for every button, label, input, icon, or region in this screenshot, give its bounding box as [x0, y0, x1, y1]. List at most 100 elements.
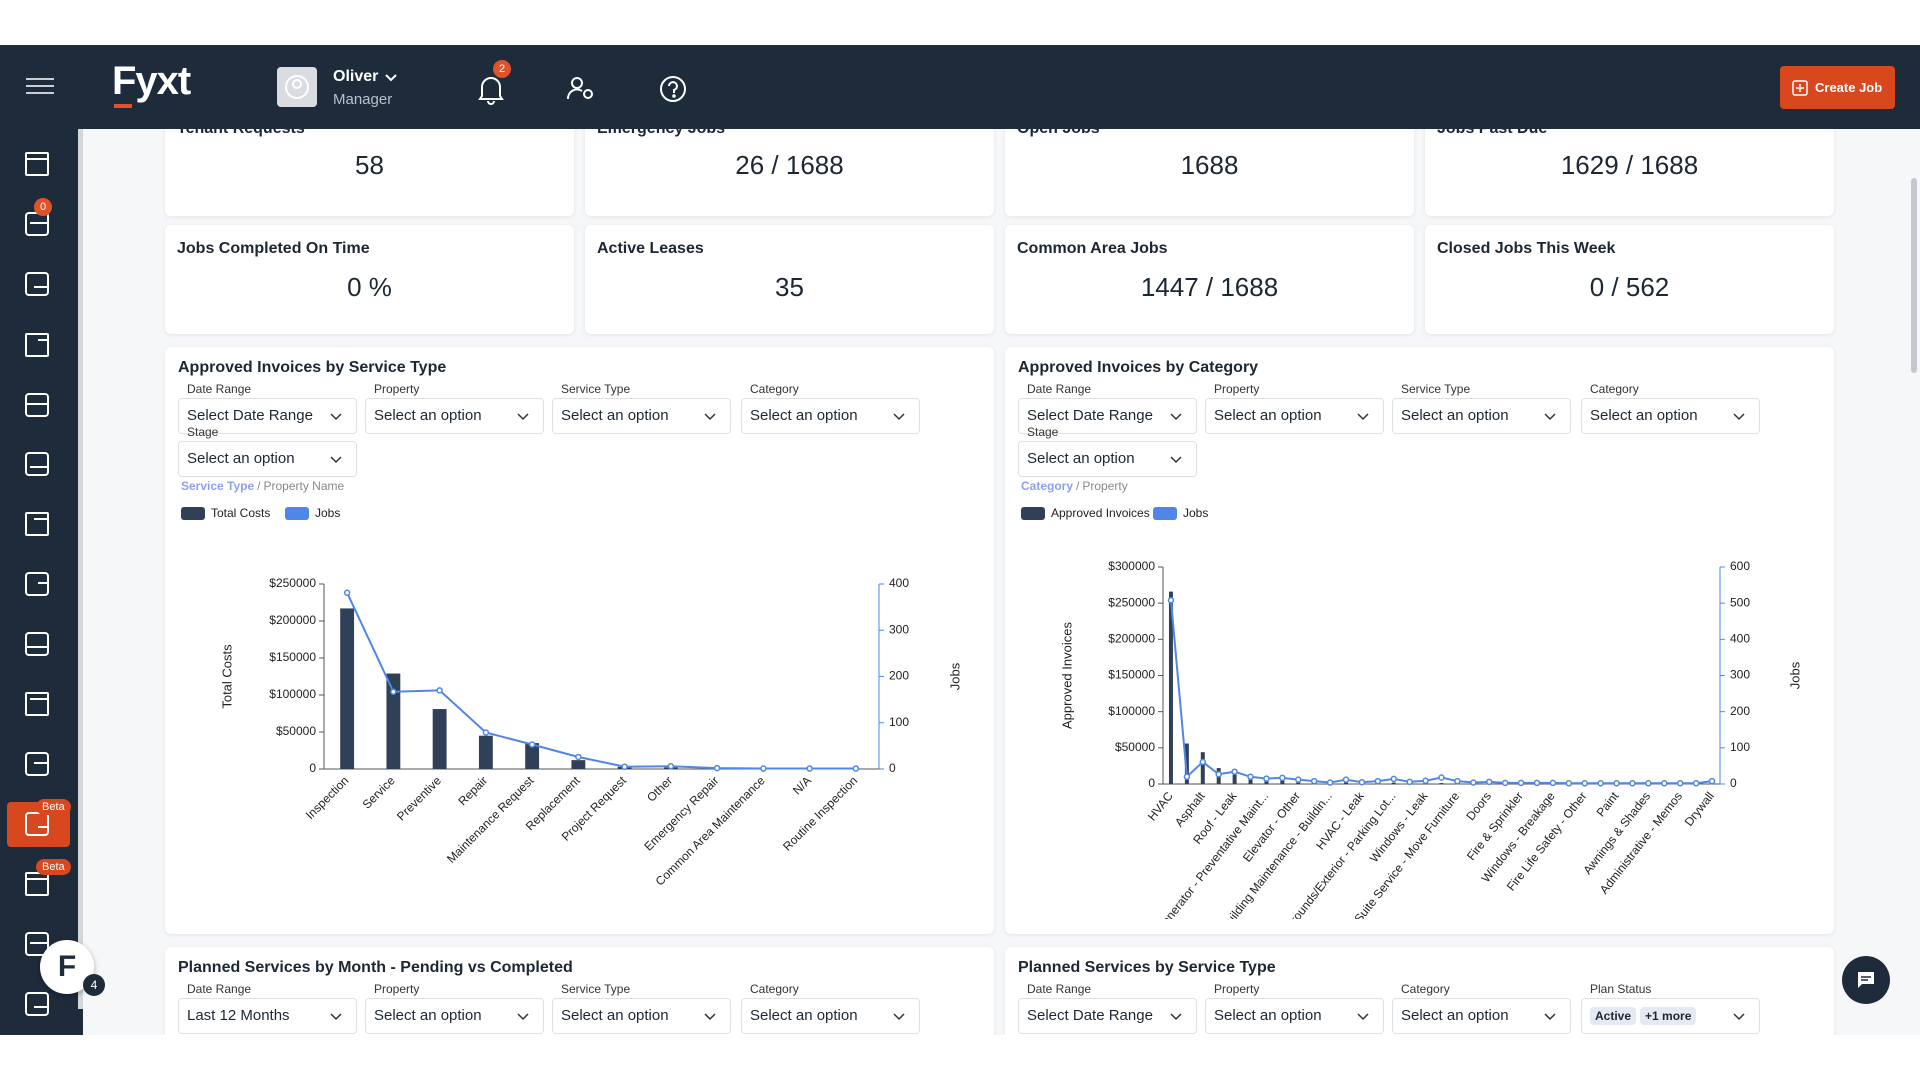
sidebar-icon[interactable]: [24, 931, 50, 957]
legend-swatch[interactable]: [1153, 507, 1177, 520]
help[interactable]: [659, 75, 687, 103]
sidebar-icon[interactable]: [24, 332, 50, 358]
bar[interactable]: [1168, 591, 1173, 784]
filter-select[interactable]: Active +1 more: [1581, 998, 1760, 1034]
jobs-point[interactable]: [482, 729, 490, 736]
jobs-point[interactable]: [1183, 773, 1191, 781]
jobs-point[interactable]: [343, 589, 351, 597]
jobs-point[interactable]: [575, 753, 582, 761]
jobs-point[interactable]: [1295, 776, 1302, 783]
filter-select[interactable]: Select an option: [1581, 398, 1760, 434]
jobs-point[interactable]: [1454, 777, 1461, 785]
menu-button[interactable]: [26, 75, 56, 97]
jobs-point[interactable]: [621, 763, 628, 770]
jobs-point[interactable]: [1549, 779, 1557, 787]
jobs-point[interactable]: [1565, 780, 1573, 787]
jobs-point[interactable]: [1310, 777, 1318, 785]
chat-button[interactable]: [1842, 956, 1890, 1004]
filter-select[interactable]: Select an option: [1392, 398, 1571, 434]
jobs-point[interactable]: [667, 762, 675, 770]
jobs-point[interactable]: [852, 765, 860, 772]
jobs-point[interactable]: [1263, 775, 1270, 782]
sidebar-icon[interactable]: [24, 751, 50, 777]
sidebar-icon[interactable]: [24, 811, 50, 837]
sidebar-icon[interactable]: [24, 511, 50, 537]
jobs-point[interactable]: [1708, 777, 1716, 785]
bar[interactable]: [525, 743, 540, 769]
bar[interactable]: [478, 735, 493, 769]
jobs-point[interactable]: [760, 765, 767, 772]
filter-select[interactable]: Select an option: [1018, 441, 1197, 477]
jobs-point[interactable]: [1645, 780, 1652, 787]
filter-select[interactable]: Select Date Range: [178, 398, 357, 434]
jobs-point[interactable]: [1485, 778, 1493, 786]
breadcrumb-active[interactable]: Category: [1021, 479, 1074, 493]
filter-select[interactable]: Select an option: [1205, 998, 1384, 1034]
filter-select[interactable]: Select Date Range: [1018, 398, 1197, 434]
sidebar-icon[interactable]: [24, 151, 50, 177]
sidebar-icon[interactable]: [24, 271, 50, 297]
legend-swatch[interactable]: [285, 507, 309, 520]
team-settings[interactable]: [566, 75, 596, 101]
jobs-point[interactable]: [1342, 776, 1350, 783]
jobs-point[interactable]: [806, 765, 813, 772]
legend-label[interactable]: Approved Invoices: [1051, 506, 1150, 520]
filter-select[interactable]: Select an option: [741, 398, 920, 434]
filter-select[interactable]: Last 12 Months: [178, 998, 357, 1034]
jobs-point[interactable]: [1533, 779, 1541, 787]
filter-select[interactable]: Select an option: [178, 441, 357, 477]
sidebar-icon[interactable]: [24, 691, 50, 717]
sidebar-icon[interactable]: [24, 571, 50, 597]
bar[interactable]: [1184, 743, 1189, 784]
filter-select[interactable]: Select an option: [552, 998, 731, 1034]
legend-label[interactable]: Total Costs: [211, 506, 270, 520]
filter-select[interactable]: Select an option: [365, 398, 544, 434]
jobs-point[interactable]: [1422, 777, 1429, 784]
sidebar-icon[interactable]: [24, 392, 50, 418]
bar[interactable]: [571, 760, 586, 769]
filter-select[interactable]: Select an option: [365, 998, 544, 1034]
jobs-point[interactable]: [1358, 778, 1366, 786]
jobs-point[interactable]: [1167, 597, 1175, 604]
sidebar-icon[interactable]: [24, 451, 50, 477]
jobs-point[interactable]: [1470, 779, 1477, 786]
jobs-point[interactable]: [436, 687, 443, 694]
filter-select[interactable]: Select an option: [741, 998, 920, 1034]
create-job-button[interactable]: Create Job: [1780, 66, 1895, 109]
filter-select[interactable]: Select an option: [1205, 398, 1384, 434]
jobs-point[interactable]: [1517, 779, 1525, 787]
bar[interactable]: [386, 673, 401, 769]
user-name[interactable]: Oliver: [333, 68, 379, 85]
jobs-point[interactable]: [528, 741, 536, 748]
sidebar-icon[interactable]: [24, 871, 50, 897]
jobs-point[interactable]: [1215, 770, 1222, 778]
jobs-point[interactable]: [1247, 773, 1254, 781]
jobs-point[interactable]: [1374, 777, 1382, 785]
legend-swatch[interactable]: [181, 507, 205, 520]
notifications[interactable]: [478, 75, 504, 105]
legend-label[interactable]: Jobs: [1183, 506, 1208, 520]
jobs-point[interactable]: [713, 764, 721, 772]
legend-label[interactable]: Jobs: [315, 506, 340, 520]
breadcrumb-active[interactable]: Service Type: [181, 479, 255, 493]
user-chevron[interactable]: [384, 73, 398, 83]
jobs-point[interactable]: [1326, 779, 1334, 786]
bar[interactable]: [1439, 783, 1444, 784]
jobs-point[interactable]: [1629, 780, 1636, 787]
bar[interactable]: [1200, 752, 1205, 784]
jobs-point[interactable]: [1438, 774, 1445, 781]
logo[interactable]: Fyxt: [112, 59, 191, 103]
bar[interactable]: [1280, 778, 1285, 784]
jobs-point[interactable]: [1231, 768, 1238, 775]
jobs-point[interactable]: [1661, 780, 1668, 787]
jobs-point[interactable]: [1597, 780, 1604, 787]
bar[interactable]: [1391, 782, 1396, 784]
jobs-point[interactable]: [1199, 758, 1207, 766]
bar[interactable]: [1232, 769, 1237, 784]
jobs-point[interactable]: [1676, 780, 1684, 787]
filter-select[interactable]: Select an option: [1392, 998, 1571, 1034]
jobs-point[interactable]: [1406, 778, 1413, 786]
jobs-point[interactable]: [1613, 780, 1620, 787]
sidebar-icon[interactable]: [24, 631, 50, 657]
bar[interactable]: [340, 608, 355, 769]
